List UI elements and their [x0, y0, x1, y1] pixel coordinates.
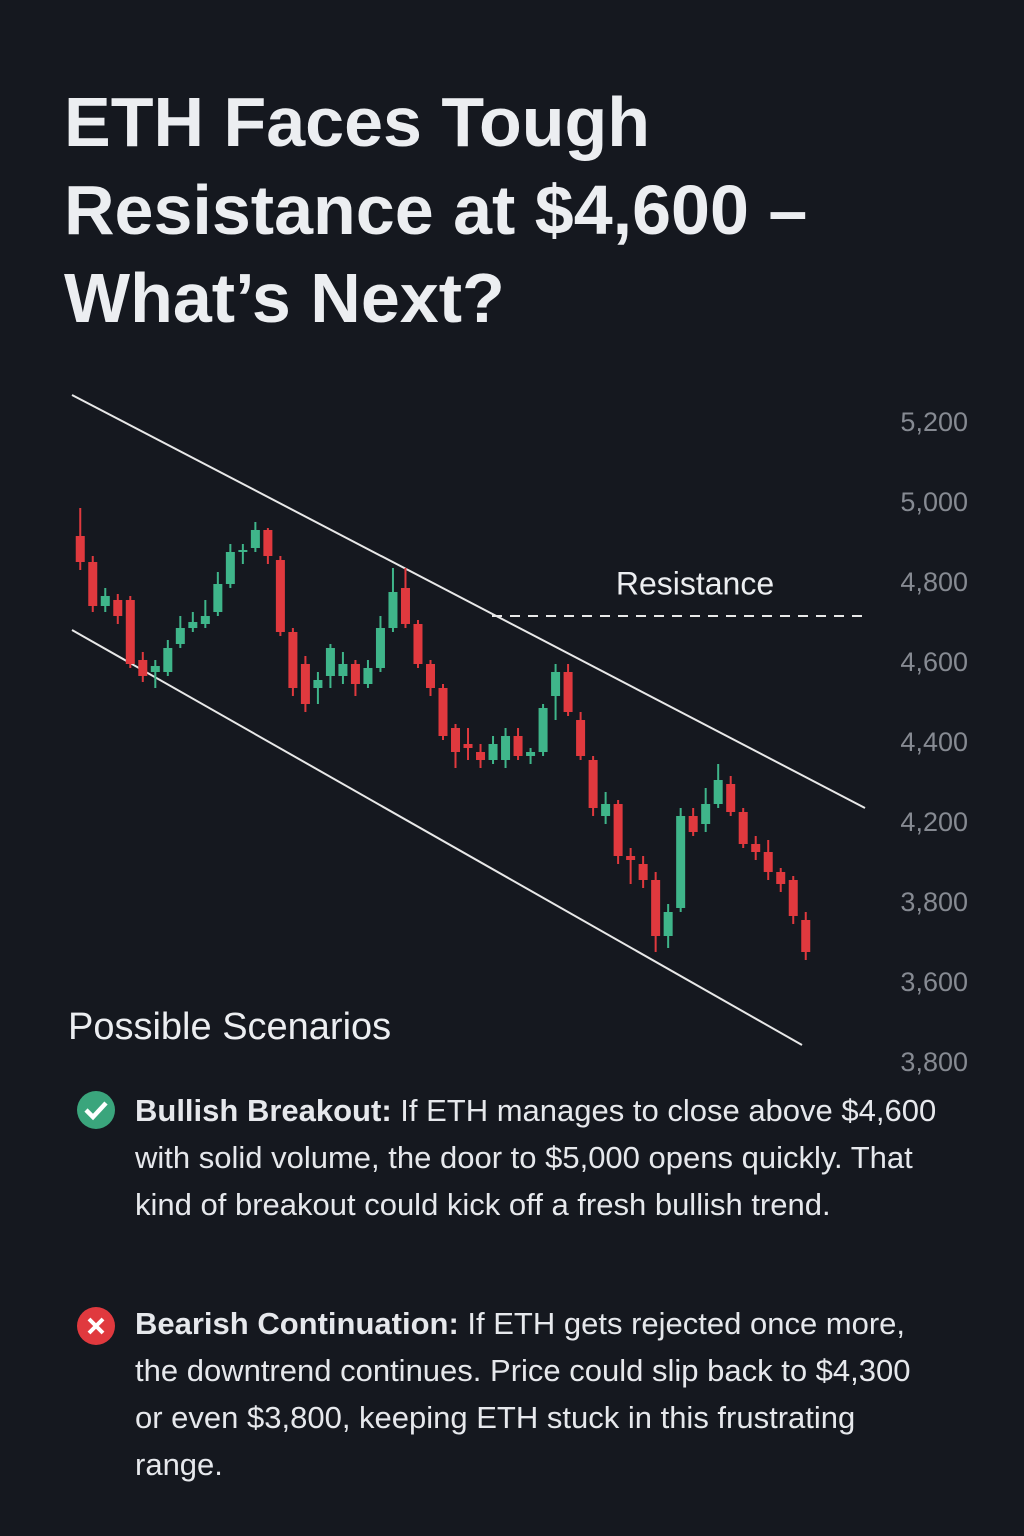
scenario-label: Bullish Breakout:	[135, 1093, 392, 1128]
candle-body	[375, 628, 385, 668]
scenario-text: If ETH gets rejected once more, the down…	[135, 1306, 911, 1482]
candle-body	[175, 628, 185, 644]
y-tick-label: 3,800	[900, 1047, 968, 1077]
y-tick-label: 4,200	[900, 807, 968, 837]
y-tick-label: 5,200	[900, 407, 968, 437]
candle-body	[576, 720, 586, 756]
scenario: Bearish Continuation: If ETH gets reject…	[135, 1300, 945, 1488]
candle-body	[88, 562, 98, 606]
candle-body	[513, 736, 523, 756]
candle-body	[476, 752, 486, 760]
candle-body	[526, 752, 536, 756]
candle-body	[701, 804, 711, 824]
channel-upper	[71, 394, 866, 809]
candle-body	[238, 550, 248, 552]
candle-body	[275, 560, 285, 632]
candle-body	[338, 664, 348, 676]
candle-body	[776, 872, 786, 884]
candle-body	[613, 804, 623, 856]
candle-body	[588, 760, 598, 808]
candle-body	[250, 530, 260, 548]
candle-body	[350, 664, 360, 684]
candle-body	[713, 780, 723, 804]
scenario: Bullish Breakout: If ETH manages to clos…	[135, 1087, 945, 1228]
candle-body	[738, 812, 748, 844]
candle-body	[263, 530, 273, 556]
title: ETH Faces Tough Resistance at $4,600 – W…	[64, 83, 808, 337]
candle-body	[413, 624, 423, 664]
candle-body	[651, 880, 661, 936]
candle-body	[551, 672, 561, 696]
y-tick-label: 3,800	[900, 887, 968, 917]
section-heading: Possible Scenarios	[68, 1006, 392, 1048]
candle-body	[200, 616, 210, 624]
annotation: Resistance	[616, 565, 774, 601]
candle-body	[325, 648, 335, 676]
candle-body	[313, 680, 323, 688]
candle-body	[563, 672, 573, 712]
candle-body	[213, 584, 223, 612]
candle-body	[150, 666, 160, 672]
y-tick-label: 4,600	[900, 647, 968, 677]
candle-body	[538, 708, 548, 752]
candle-body	[488, 744, 498, 760]
candle-body	[626, 856, 636, 860]
candle-body	[501, 736, 511, 760]
y-tick-label: 4,800	[900, 567, 968, 597]
candle-body	[751, 844, 761, 852]
candle-body	[438, 688, 448, 736]
candle-body	[763, 852, 773, 872]
candle-body	[676, 816, 686, 908]
candle-body	[726, 784, 736, 812]
channel-lower	[71, 629, 803, 1046]
candle-body	[688, 816, 698, 832]
candle-body	[663, 912, 673, 936]
candle-body	[113, 600, 123, 616]
candle-body	[225, 552, 235, 584]
scenario-text: If ETH manages to close above $4,600 wit…	[135, 1093, 937, 1222]
candle-body	[138, 660, 148, 676]
candle-body	[300, 664, 310, 704]
candle-body	[388, 592, 398, 628]
candle-body	[125, 600, 135, 664]
candle-body	[188, 622, 198, 628]
candle-body	[163, 648, 173, 672]
y-tick-label: 5,000	[900, 487, 968, 517]
candle-body	[801, 920, 811, 952]
y-tick-label: 3,600	[900, 967, 968, 997]
cross-icon	[77, 1307, 115, 1345]
y-tick-label: 4,400	[900, 727, 968, 757]
candle-body	[463, 744, 473, 748]
candle-body	[425, 664, 435, 688]
candle-body	[788, 880, 798, 916]
candle-body	[400, 588, 410, 624]
candle-body	[638, 864, 648, 880]
candle-body	[100, 596, 110, 606]
scenario-label: Bearish Continuation:	[135, 1306, 459, 1341]
candle-body	[75, 536, 85, 562]
candle-body	[601, 804, 611, 816]
check-icon	[77, 1091, 115, 1129]
candle-body	[288, 632, 298, 688]
candle-body	[451, 728, 461, 752]
candle-body	[363, 668, 373, 684]
